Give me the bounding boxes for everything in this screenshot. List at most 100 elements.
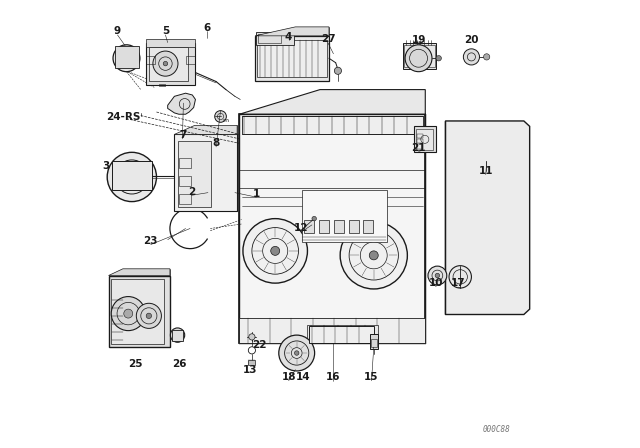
Text: 5: 5: [162, 26, 169, 36]
Bar: [111, 161, 152, 190]
Text: 9: 9: [114, 26, 121, 36]
Polygon shape: [255, 27, 329, 36]
Text: m: m: [223, 118, 229, 124]
Circle shape: [163, 61, 168, 66]
Text: 22: 22: [252, 340, 267, 350]
Circle shape: [279, 335, 315, 371]
Circle shape: [463, 49, 479, 65]
Text: 20: 20: [464, 35, 479, 45]
Bar: [146, 43, 195, 85]
Circle shape: [369, 251, 378, 260]
Bar: [146, 56, 155, 64]
Circle shape: [435, 273, 440, 278]
Circle shape: [170, 328, 185, 342]
Bar: [179, 158, 191, 168]
Circle shape: [153, 51, 178, 76]
Polygon shape: [239, 90, 425, 114]
Bar: [109, 276, 170, 347]
Bar: [370, 334, 378, 349]
Circle shape: [113, 45, 140, 72]
Text: 16: 16: [326, 372, 340, 382]
Text: 2: 2: [188, 187, 195, 197]
Circle shape: [111, 297, 145, 331]
Circle shape: [136, 303, 161, 328]
Circle shape: [449, 266, 472, 288]
Bar: [414, 126, 436, 152]
Bar: [258, 34, 280, 43]
Bar: [334, 220, 344, 233]
Bar: [319, 220, 329, 233]
Text: 17: 17: [451, 278, 465, 288]
Polygon shape: [445, 121, 530, 314]
Bar: [257, 32, 294, 45]
Bar: [179, 194, 191, 204]
Circle shape: [436, 56, 442, 61]
Circle shape: [249, 334, 255, 340]
Circle shape: [294, 351, 299, 355]
Circle shape: [340, 222, 408, 289]
Bar: [257, 40, 326, 77]
Text: 10: 10: [428, 278, 443, 288]
Bar: [239, 318, 425, 343]
Bar: [308, 326, 374, 343]
Bar: [349, 220, 358, 233]
Bar: [371, 339, 378, 347]
Circle shape: [124, 55, 129, 61]
Bar: [241, 116, 423, 134]
Text: 23: 23: [143, 236, 158, 246]
Bar: [177, 141, 211, 207]
Circle shape: [484, 54, 490, 60]
Polygon shape: [168, 93, 195, 114]
Text: 12: 12: [294, 224, 308, 233]
Text: 11: 11: [479, 166, 493, 176]
Text: 26: 26: [172, 359, 186, 369]
Circle shape: [334, 67, 342, 74]
Bar: [302, 190, 387, 242]
Bar: [403, 43, 436, 69]
Text: 24-RS: 24-RS: [107, 112, 141, 122]
Text: 27: 27: [321, 34, 335, 44]
Bar: [248, 360, 255, 365]
Text: 25: 25: [128, 359, 143, 369]
Bar: [186, 56, 195, 64]
Text: 19: 19: [412, 35, 426, 45]
Polygon shape: [109, 269, 170, 276]
Text: 8: 8: [212, 138, 220, 148]
Circle shape: [271, 246, 280, 255]
Text: 6: 6: [204, 23, 211, 33]
Bar: [417, 144, 423, 149]
Circle shape: [129, 174, 134, 180]
Bar: [417, 139, 423, 143]
Text: 3: 3: [102, 161, 109, 171]
Text: 1: 1: [253, 189, 260, 198]
Bar: [239, 114, 425, 343]
Polygon shape: [174, 125, 237, 134]
Circle shape: [428, 266, 447, 285]
Text: 18: 18: [282, 372, 296, 382]
Circle shape: [124, 309, 132, 318]
Bar: [255, 36, 329, 81]
Bar: [417, 134, 423, 138]
Text: 21: 21: [412, 143, 426, 153]
Circle shape: [214, 111, 227, 122]
Text: 7: 7: [179, 130, 186, 140]
Bar: [149, 47, 188, 81]
Text: 4: 4: [285, 32, 292, 42]
Bar: [146, 39, 195, 47]
Text: 000C88: 000C88: [483, 425, 511, 434]
Bar: [111, 279, 164, 344]
Bar: [364, 220, 373, 233]
Bar: [179, 176, 191, 186]
Circle shape: [107, 152, 156, 202]
Text: 15: 15: [364, 372, 379, 382]
Circle shape: [243, 219, 307, 283]
Circle shape: [146, 313, 152, 319]
Bar: [404, 45, 435, 67]
Bar: [305, 220, 314, 233]
Circle shape: [405, 45, 432, 72]
Bar: [174, 134, 237, 211]
Text: 14: 14: [296, 372, 310, 382]
Bar: [115, 46, 140, 68]
Bar: [416, 129, 433, 150]
Circle shape: [312, 216, 316, 221]
